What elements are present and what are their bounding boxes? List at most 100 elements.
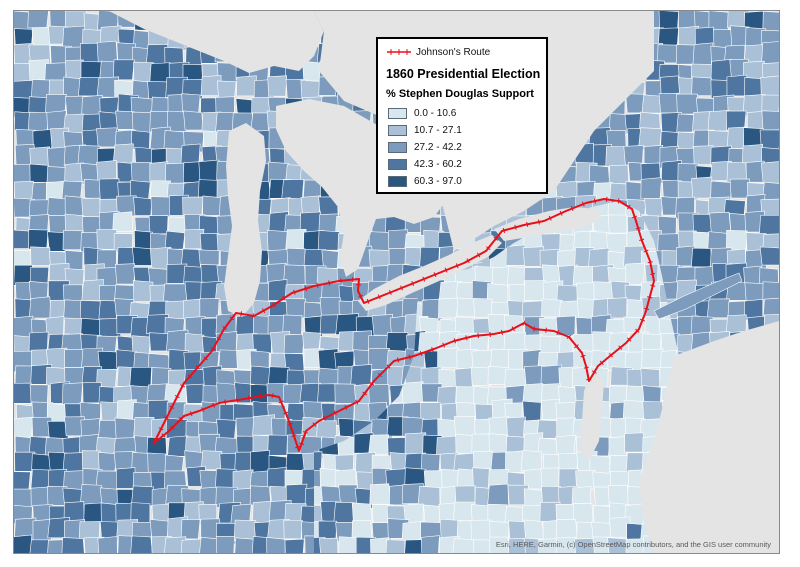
route-tick [453, 338, 456, 344]
county-shape [489, 536, 510, 553]
route-tick [639, 238, 645, 241]
route-tick [369, 381, 375, 386]
route-tick [180, 384, 186, 388]
county-shape [437, 347, 460, 369]
route-tick [431, 347, 434, 353]
route-tick [650, 284, 656, 287]
route-tick [169, 405, 175, 409]
route-tick [388, 289, 392, 295]
legend-class-label: 0.0 - 10.6 [414, 108, 457, 119]
route-tick [212, 402, 216, 408]
route-tick [586, 378, 592, 381]
county-shape [638, 127, 662, 147]
route-tick [632, 215, 638, 219]
route-tick [580, 354, 586, 358]
legend-swatch [388, 125, 407, 136]
route-tick [287, 422, 293, 426]
route-tick [358, 294, 364, 298]
county-shape [133, 196, 153, 216]
route-tick [511, 326, 515, 332]
route-tick [617, 198, 620, 204]
county-shape [472, 467, 491, 489]
route-tick [304, 286, 308, 292]
map-frame[interactable]: Johnson's Route 1860 Presidential Electi… [13, 10, 780, 554]
county-shape [131, 130, 151, 150]
county-shape [236, 75, 257, 97]
county-shape [235, 314, 256, 337]
route-tick [635, 328, 640, 333]
county-shape [761, 40, 779, 64]
county-shape [438, 297, 459, 319]
county-shape [216, 331, 238, 353]
county-shape [148, 215, 169, 235]
route-tick [240, 311, 243, 317]
route-tick [477, 252, 481, 258]
county-shape [676, 93, 700, 115]
county-shape [726, 74, 748, 97]
route-tick [559, 210, 563, 216]
county-shape [487, 483, 509, 507]
choropleth-map[interactable] [14, 11, 779, 553]
map-legend: Johnson's Route 1860 Presidential Electi… [376, 37, 548, 194]
county-shape [202, 195, 222, 216]
route-tick [229, 316, 235, 321]
county-shape [762, 281, 779, 301]
route-tick [153, 437, 159, 442]
county-shape [572, 502, 594, 524]
county-shape [371, 313, 394, 336]
county-shape [130, 535, 153, 553]
county-shape [215, 536, 235, 553]
county-shape [199, 298, 220, 318]
county-shape [115, 110, 135, 130]
county-shape [319, 537, 339, 553]
county-shape [267, 434, 288, 456]
route-tick [635, 227, 641, 230]
route-tick [295, 445, 301, 449]
county-shape [555, 536, 577, 553]
county-shape [729, 178, 750, 199]
route-tick [583, 366, 589, 369]
county-shape [574, 538, 596, 553]
route-tick [187, 374, 193, 379]
county-shape [148, 332, 170, 352]
route-tick [283, 411, 289, 415]
route-tick [333, 410, 337, 416]
route-tick [161, 433, 166, 438]
lake-ontario [494, 207, 602, 241]
route-tick [526, 221, 529, 227]
county-shape [744, 282, 766, 302]
county-shape [641, 348, 664, 368]
route-tick [303, 431, 309, 434]
route-tick [366, 298, 370, 304]
route-tick [639, 318, 645, 322]
route-tick [433, 272, 437, 278]
route-tick [201, 407, 204, 413]
route-tick [647, 261, 653, 264]
legend-swatch [388, 142, 407, 153]
county-shape [28, 229, 49, 250]
county-shape [114, 263, 135, 285]
county-shape [608, 214, 628, 234]
legend-class-label: 42.3 - 60.2 [414, 159, 462, 170]
lake-superior [109, 11, 324, 73]
county-shape [691, 76, 714, 97]
route-tick [593, 198, 596, 204]
county-shape [96, 40, 118, 63]
route-tick [293, 289, 296, 295]
county-shape [762, 181, 779, 201]
county-shape [112, 211, 134, 232]
county-shape [607, 537, 628, 553]
county-shape [370, 537, 390, 553]
county-shape [62, 382, 84, 405]
county-shape [707, 231, 730, 251]
county-shape [762, 11, 779, 32]
route-tick [247, 395, 250, 401]
route-tick [282, 295, 286, 301]
route-tick [261, 308, 266, 314]
map-attribution: Esri, HERE, Garmin, (c) OpenStreetMap co… [495, 540, 771, 549]
county-shape [283, 519, 303, 540]
legend-subtitle: % Stephen Douglas Support [386, 88, 534, 100]
legend-route-label: Johnson's Route [416, 46, 491, 58]
route-tick [291, 434, 297, 437]
route-tick [174, 395, 180, 399]
